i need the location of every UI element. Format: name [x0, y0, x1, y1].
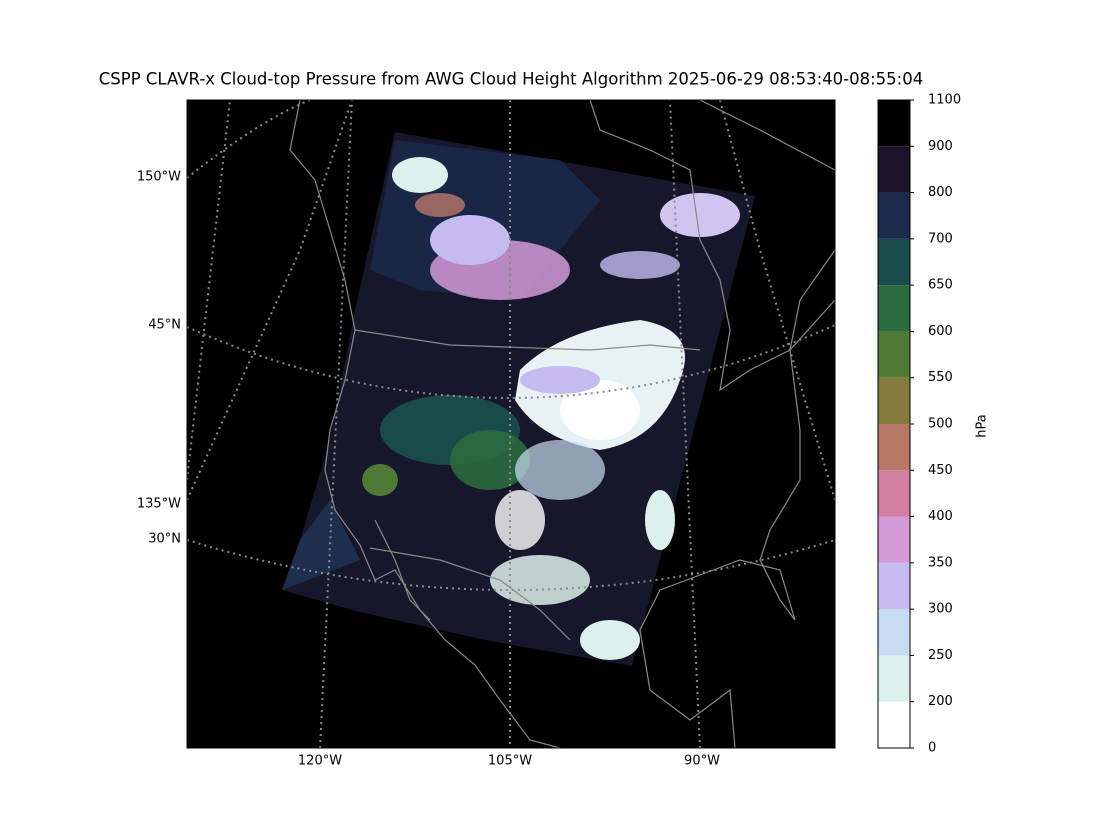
cloud	[430, 215, 510, 265]
cloud	[520, 366, 600, 394]
graticule-label: 45°N	[148, 318, 181, 333]
cloud	[392, 157, 448, 193]
colorbar-tick-label: 200	[928, 694, 953, 709]
colorbar-segment	[878, 100, 910, 147]
colorbar-segment	[878, 377, 910, 424]
cloud	[580, 620, 640, 660]
meridian	[187, 100, 231, 481]
colorbar-segment	[878, 285, 910, 332]
cloud	[600, 251, 680, 279]
colorbar-segment	[878, 701, 910, 748]
lon-label: 90°W	[684, 754, 720, 769]
map-title: CSPP CLAVR-x Cloud-top Pressure from AWG…	[99, 70, 923, 89]
meridian	[319, 100, 353, 748]
colorbar-segment	[878, 238, 910, 286]
coastline	[639, 249, 835, 748]
map-content	[187, 100, 835, 748]
colorbar-tick-label: 900	[928, 139, 953, 154]
colorbar-segment	[878, 609, 910, 656]
colorbar-tick-label: 600	[928, 324, 953, 339]
cloud	[660, 193, 740, 237]
coastline	[699, 100, 835, 171]
cloud	[450, 430, 530, 490]
cloud	[490, 555, 590, 605]
cloud	[362, 464, 398, 496]
colorbar-segment	[878, 655, 910, 702]
coastline	[589, 100, 835, 392]
colorbar-tick-label: 350	[928, 555, 953, 570]
border	[369, 547, 571, 641]
colorbar-tick-label: 1100	[928, 93, 961, 108]
graticule-label: 150°W	[137, 170, 181, 185]
colorbar-segment	[878, 424, 910, 471]
cloud	[645, 490, 675, 550]
colorbar-segment	[878, 331, 910, 378]
colorbar-tick-label: 500	[928, 417, 953, 432]
colorbar-label: hPa	[975, 414, 990, 437]
cloud	[282, 500, 360, 590]
colorbar-segment	[878, 192, 910, 239]
colorbar-tick-label: 550	[928, 370, 953, 385]
colorbar-segment	[878, 146, 910, 193]
colorbar-segment	[878, 562, 910, 610]
parallel	[187, 100, 311, 179]
colorbar-segment	[878, 516, 910, 563]
lon-label: 120°W	[298, 754, 342, 769]
map-frame	[186, 99, 836, 749]
colorbar-tick-label: 0	[928, 741, 936, 756]
colorbar-segment	[878, 470, 910, 517]
colorbar-tick-label: 400	[928, 509, 953, 524]
graticule-label: 30°N	[148, 532, 181, 547]
coastline	[374, 519, 431, 621]
graticule-label: 135°W	[137, 497, 181, 512]
meridian	[669, 100, 701, 748]
colorbar-tick-label: 700	[928, 231, 953, 246]
cloud	[415, 193, 465, 217]
colorbar-tick-label: 650	[928, 278, 953, 293]
colorbar-tick-label: 450	[928, 463, 953, 478]
lon-label: 105°W	[488, 754, 532, 769]
colorbar-tick-label: 800	[928, 185, 953, 200]
border	[354, 329, 701, 351]
meridian	[187, 100, 353, 501]
cloud	[515, 440, 605, 500]
colorbar-tick-label: 300	[928, 602, 953, 617]
coastline	[289, 100, 561, 748]
cloud	[495, 490, 545, 550]
colorbar-tick-label: 250	[928, 648, 953, 663]
